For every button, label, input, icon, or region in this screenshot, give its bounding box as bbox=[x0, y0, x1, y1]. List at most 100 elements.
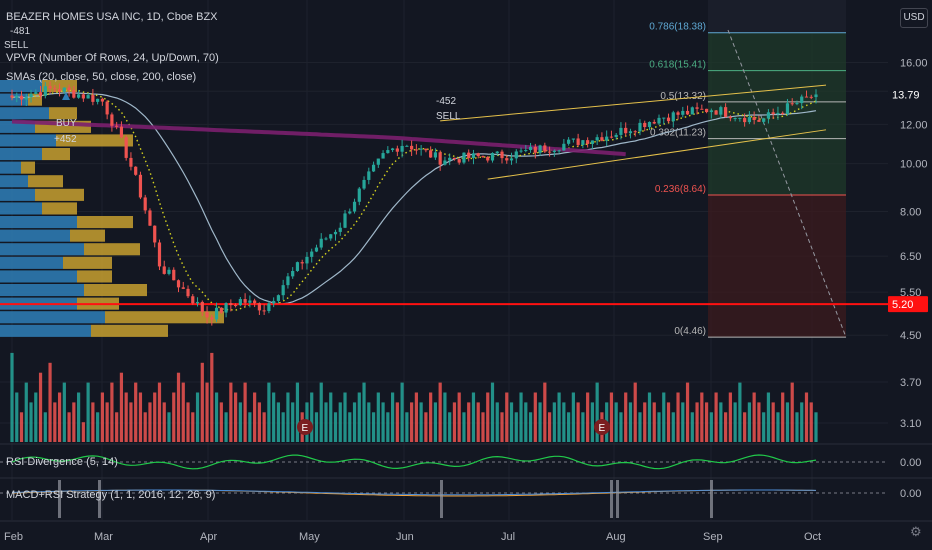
volume-bar bbox=[100, 392, 104, 442]
y-tick-label: 6.50 bbox=[900, 251, 921, 263]
legend-smas[interactable]: SMAs (20, close, 50, close, 200, close) bbox=[6, 71, 197, 83]
currency-button[interactable]: USD bbox=[900, 8, 928, 28]
price-axis[interactable]: 16.0014.0012.0010.008.006.505.504.503.70… bbox=[888, 58, 928, 500]
candle-body bbox=[105, 101, 109, 115]
vpvr-up-bar bbox=[0, 148, 42, 161]
volume-bar bbox=[719, 402, 723, 442]
volume-bar bbox=[657, 412, 661, 442]
volume-bar bbox=[329, 392, 333, 442]
volume-bar bbox=[633, 382, 637, 442]
vpvr-down-bar bbox=[84, 243, 140, 256]
volume-bar bbox=[48, 362, 52, 442]
volume-bar bbox=[448, 412, 452, 442]
candle-body bbox=[533, 146, 537, 153]
volume-bar bbox=[338, 402, 342, 442]
volume-bar bbox=[67, 412, 71, 442]
channel-lower bbox=[487, 129, 827, 180]
volume-bar bbox=[438, 382, 442, 442]
price-and-sma-lines bbox=[0, 84, 888, 311]
fibonacci-retracement[interactable]: 0.786(18.38) 0.618(15.41) 0.5(13.32) 0.382(… bbox=[649, 0, 847, 338]
candle-body bbox=[700, 108, 704, 110]
volume-bar bbox=[671, 412, 675, 442]
candle-body bbox=[752, 117, 756, 121]
candle-body bbox=[405, 145, 409, 147]
candle-body bbox=[429, 150, 433, 158]
legend-macd-rsi[interactable]: MACD+RSI Strategy (1, 1, 2016, 12, 26, 9… bbox=[6, 489, 216, 501]
candle-body bbox=[167, 269, 171, 274]
candle-body bbox=[224, 303, 228, 313]
candle-body bbox=[276, 295, 281, 301]
volume-bar bbox=[248, 412, 252, 442]
volume-bar bbox=[524, 402, 528, 442]
volume-bar bbox=[724, 412, 728, 442]
legend-vpvr[interactable]: VPVR (Number Of Rows, 24, Up/Down, 70) bbox=[6, 52, 219, 64]
volume-bar bbox=[766, 392, 771, 442]
candle-body bbox=[186, 288, 190, 297]
strategy-marker bbox=[710, 480, 713, 518]
volume-bar bbox=[628, 402, 633, 442]
candle-body bbox=[590, 140, 595, 144]
volume-bar bbox=[10, 352, 14, 442]
volume-bar bbox=[543, 382, 547, 442]
vpvr-up-bar bbox=[0, 107, 49, 120]
candle-body bbox=[595, 137, 599, 141]
candle-body bbox=[34, 92, 38, 94]
buy-value: +452 bbox=[54, 134, 77, 145]
volume-bar bbox=[666, 402, 671, 442]
vpvr-down-bar bbox=[63, 256, 112, 269]
candle-body bbox=[571, 138, 575, 140]
volume-bar bbox=[357, 392, 361, 442]
candle-body bbox=[771, 112, 775, 115]
time-axis[interactable]: Feb Mar Apr May Jun Jul Aug Sep Oct bbox=[0, 520, 932, 543]
y-tick-label: 12.00 bbox=[900, 119, 928, 131]
volume-bar bbox=[219, 402, 223, 442]
vpvr-down-bar bbox=[91, 324, 168, 337]
volume-bar bbox=[557, 392, 561, 442]
candle-body bbox=[781, 112, 785, 114]
chart-title: BEAZER HOMES USA INC, 1D, Cboe BZX bbox=[6, 11, 218, 23]
volume-bar bbox=[467, 402, 471, 442]
candle-body bbox=[681, 110, 685, 115]
vpvr-up-bar bbox=[0, 256, 63, 269]
candle-body bbox=[538, 145, 542, 153]
vpvr-down-bar bbox=[105, 311, 224, 324]
volume-bar bbox=[552, 402, 556, 442]
candle-body bbox=[671, 112, 675, 122]
candle-body bbox=[381, 153, 385, 159]
candle-body bbox=[719, 107, 723, 115]
candle-body bbox=[210, 317, 214, 320]
sma-200-line bbox=[11, 119, 626, 157]
candle-body bbox=[790, 103, 794, 105]
volume-bar bbox=[481, 412, 485, 442]
candle-body bbox=[800, 96, 804, 104]
volume-bar bbox=[514, 412, 518, 442]
gear-icon[interactable]: ⚙ bbox=[910, 524, 922, 539]
volume-bar bbox=[181, 382, 185, 442]
candle-body bbox=[214, 307, 219, 320]
candle-body bbox=[605, 136, 609, 141]
candle-body bbox=[795, 103, 799, 105]
candle-body bbox=[134, 166, 138, 175]
volume-bar bbox=[419, 402, 423, 442]
candle-body bbox=[776, 112, 780, 115]
volume-bar bbox=[581, 412, 585, 442]
volume-bar bbox=[186, 402, 190, 442]
vpvr-up-bar bbox=[0, 134, 56, 147]
volume-bar bbox=[681, 402, 685, 442]
candle-body bbox=[743, 117, 747, 123]
volume-bar bbox=[562, 402, 566, 442]
legend-rsi-divergence[interactable]: RSI Divergence (5, 14) bbox=[6, 456, 118, 468]
volume-bar bbox=[167, 412, 171, 442]
candle-body bbox=[676, 112, 680, 115]
volume-bar bbox=[91, 402, 95, 442]
volume-bar bbox=[386, 412, 390, 442]
candle-body bbox=[809, 96, 813, 98]
volume-bar bbox=[652, 402, 656, 442]
volume-bar bbox=[714, 392, 718, 442]
candle-body bbox=[96, 98, 100, 102]
volume-bar bbox=[124, 392, 128, 442]
candle-body bbox=[286, 276, 290, 286]
fib-zone bbox=[708, 194, 846, 338]
